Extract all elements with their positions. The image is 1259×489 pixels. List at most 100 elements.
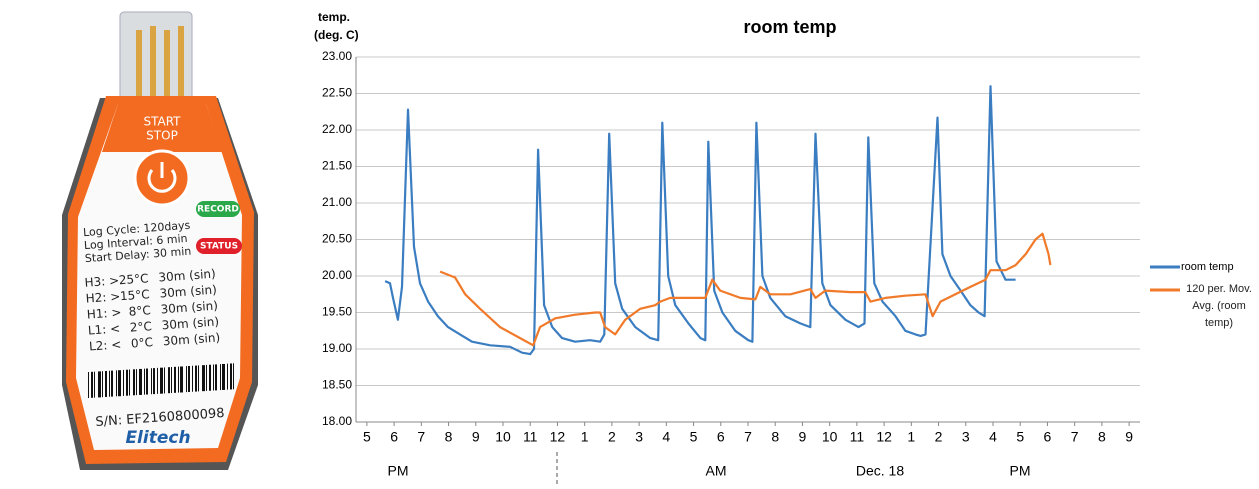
y-tick-label: 23.00 (322, 49, 352, 63)
x-tick-label: 1 (907, 429, 915, 445)
legend-label: 120 per. Mov. Avg. (room temp) (1186, 283, 1252, 329)
usb-pin (178, 26, 184, 110)
threshold-cell: 30m (sin) (161, 314, 219, 332)
x-tick-label: 4 (989, 429, 997, 445)
barcode-bar (133, 369, 135, 396)
y-tick-label: 22.50 (322, 86, 352, 100)
series-line (439, 232, 1052, 347)
barcode-bar (215, 364, 217, 391)
record-label: RECORD (197, 205, 239, 215)
power-icon (147, 169, 177, 193)
y-axis-label: temp. (318, 10, 350, 24)
barcode-bar (233, 363, 234, 390)
y-tick-label: 21.50 (322, 159, 352, 173)
barcode-bar (153, 368, 155, 395)
barcode-bar (220, 364, 221, 391)
x-tick-label: 7 (744, 429, 752, 445)
barcode-bar (139, 368, 142, 395)
barcode-bar (144, 368, 145, 395)
barcode-bar (180, 366, 183, 393)
barcode-bar (164, 367, 165, 394)
x-tick-label: 5 (1016, 429, 1024, 445)
x-tick-label: 5 (690, 429, 698, 445)
y-tick-label: 18.50 (322, 378, 352, 392)
barcode-bar (213, 364, 214, 391)
y-tick-label: 18.00 (322, 414, 352, 428)
x-tick-label: 9 (472, 429, 480, 445)
barcode-bar (126, 369, 128, 396)
threshold-cell: L2: < (89, 337, 122, 353)
threshold-cell: H2: > (85, 289, 120, 305)
x-tick-label: 8 (1098, 429, 1106, 445)
threshold-cell: H3: > (84, 273, 119, 289)
threshold-cell: 2°C (129, 319, 152, 335)
x-tick-label: 1 (581, 429, 589, 445)
status-label: STATUS (200, 242, 238, 252)
threshold-cell: 8°C (128, 303, 151, 319)
barcode-bar (123, 369, 124, 396)
x-tick-label: 10 (822, 429, 838, 445)
x-tick-label: 9 (1125, 429, 1133, 445)
barcode-bar (198, 365, 199, 392)
series-line (384, 85, 1016, 356)
x-tick-label: 11 (850, 429, 865, 445)
barcode-bar (186, 366, 187, 393)
barcode-bar (168, 367, 170, 394)
threshold-cell: 25°C (118, 271, 149, 287)
threshold-cell: L1: < (87, 321, 120, 337)
barcode-bar (222, 363, 225, 390)
barcode-bar (91, 371, 93, 398)
x-tick-label: 12 (876, 429, 892, 445)
y-tick-label: 19.50 (322, 305, 352, 319)
chart-title: room temp (743, 17, 836, 37)
x-tick-label: 10 (495, 429, 511, 445)
barcode-bar (116, 370, 117, 397)
barcode (88, 363, 234, 398)
usb-pin (136, 30, 142, 110)
x-annotation: Dec. 18 (856, 463, 904, 479)
y-tick-label: 20.00 (322, 268, 352, 282)
x-tick-label: 8 (771, 429, 779, 445)
x-tick-label: 7 (417, 429, 425, 445)
barcode-bar (136, 369, 137, 396)
barcode-bar (178, 366, 179, 393)
barcode-bar (105, 370, 107, 397)
y-tick-label: 22.00 (322, 122, 352, 136)
y-axis-label: (deg. C) (314, 28, 359, 42)
barcode-bar (129, 369, 130, 396)
threshold-cell: 30m (sin) (158, 267, 216, 285)
button-band (102, 104, 222, 152)
x-tick-label: 3 (962, 429, 970, 445)
x-tick-label: 11 (523, 429, 538, 445)
x-tick-label: 5 (363, 429, 371, 445)
x-tick-label: 6 (390, 429, 398, 445)
barcode-bar (109, 370, 110, 397)
threshold-cell: H1: > (86, 305, 121, 321)
barcode-bar (195, 365, 197, 392)
threshold-cell: 0°C (130, 335, 153, 351)
y-tick-label: 19.00 (322, 341, 352, 355)
barcode-bar (98, 371, 101, 398)
x-tick-label: 6 (717, 429, 725, 445)
x-tick-label: 2 (935, 429, 943, 445)
barcode-bar (94, 371, 95, 398)
x-tick-label: 12 (550, 429, 566, 445)
x-tick-label: 4 (662, 429, 670, 445)
barcode-bar (160, 367, 163, 394)
x-tick-label: 2 (608, 429, 616, 445)
x-tick-label: 6 (1044, 429, 1052, 445)
barcode-bar (102, 371, 103, 398)
threshold-cell: 30m (sin) (162, 330, 220, 348)
status-badge (196, 238, 242, 254)
model: RC-19 (144, 451, 172, 461)
record-badge (196, 201, 240, 217)
x-tick-label: 9 (799, 429, 807, 445)
barcode-bar (88, 372, 89, 398)
y-tick-label: 20.50 (322, 232, 352, 246)
y-tick-label: 21.00 (322, 195, 352, 209)
barcode-bar (118, 370, 121, 397)
x-annotation: PM (1010, 463, 1031, 479)
